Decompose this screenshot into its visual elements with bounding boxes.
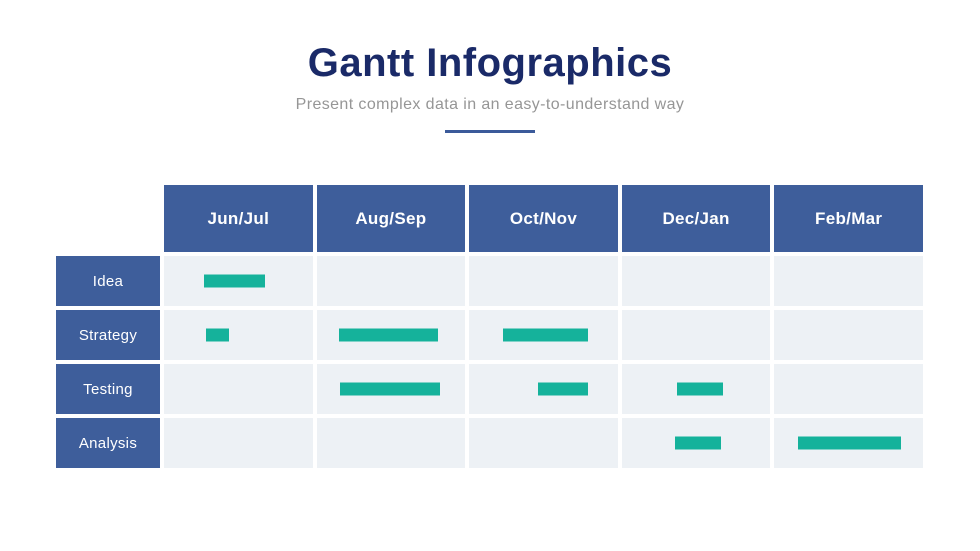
row-label-analysis: Analysis — [56, 418, 160, 468]
gantt-cell-testing-aug-sep — [316, 364, 466, 414]
gantt-cell-analysis-jun-jul — [164, 418, 313, 468]
column-header-feb-mar: Feb/Mar — [774, 185, 923, 252]
gantt-cell-idea-aug-sep — [316, 256, 466, 306]
row-label-strategy: Strategy — [56, 310, 160, 360]
gantt-cell-strategy-dec-jan — [621, 310, 771, 360]
gantt-bar-testing-oct-nov — [537, 382, 589, 396]
gantt-bar-testing-aug-sep — [340, 382, 440, 396]
gantt-cell-strategy-aug-sep — [316, 310, 466, 360]
row-label-idea: Idea — [56, 256, 160, 306]
gantt-cell-testing-jun-jul — [164, 364, 313, 414]
page-subtitle: Present complex data in an easy-to-under… — [295, 96, 685, 113]
gantt-bar-strategy-jun-jul — [205, 328, 230, 342]
gantt-bar-testing-dec-jan — [676, 382, 723, 396]
gantt-cell-analysis-dec-jan — [621, 418, 771, 468]
gantt-bar-analysis-feb-mar — [798, 436, 901, 450]
column-header-oct-nov: Oct/Nov — [469, 185, 618, 252]
gantt-cell-idea-oct-nov — [469, 256, 618, 306]
gantt-cell-testing-oct-nov — [469, 364, 618, 414]
gantt-bar-strategy-oct-nov — [503, 328, 589, 342]
gantt-bar-analysis-dec-jan — [675, 436, 722, 450]
title-divider — [445, 129, 535, 133]
gantt-bar-idea-jun-jul — [204, 274, 266, 288]
gantt-cell-strategy-oct-nov — [469, 310, 618, 360]
column-header-dec-jan: Dec/Jan — [621, 185, 771, 252]
gantt-table: Jun/Jul Aug/Sep Oct/Nov Dec/Jan Feb/Mar Idea S… — [56, 185, 923, 468]
gantt-cell-strategy-feb-mar — [774, 310, 923, 360]
gantt-cell-testing-dec-jan — [621, 364, 771, 414]
gantt-cell-analysis-aug-sep — [316, 418, 466, 468]
gantt-bar-strategy-aug-sep — [338, 328, 439, 342]
gantt-corner-spacer — [56, 185, 160, 252]
gantt-cell-testing-feb-mar — [774, 364, 923, 414]
row-label-testing: Testing — [56, 364, 160, 414]
gantt-cell-idea-jun-jul — [164, 256, 313, 306]
gantt-cell-strategy-jun-jul — [164, 310, 313, 360]
gantt-cell-analysis-feb-mar — [774, 418, 923, 468]
gantt-cell-idea-feb-mar — [774, 256, 923, 306]
slide-header: Gantt Infographics Present complex data … — [0, 40, 980, 133]
gantt-cell-analysis-oct-nov — [469, 418, 618, 468]
column-header-jun-jul: Jun/Jul — [164, 185, 313, 252]
gantt-cell-idea-dec-jan — [621, 256, 771, 306]
column-header-aug-sep: Aug/Sep — [316, 185, 466, 252]
page-title: Gantt Infographics — [307, 41, 673, 85]
